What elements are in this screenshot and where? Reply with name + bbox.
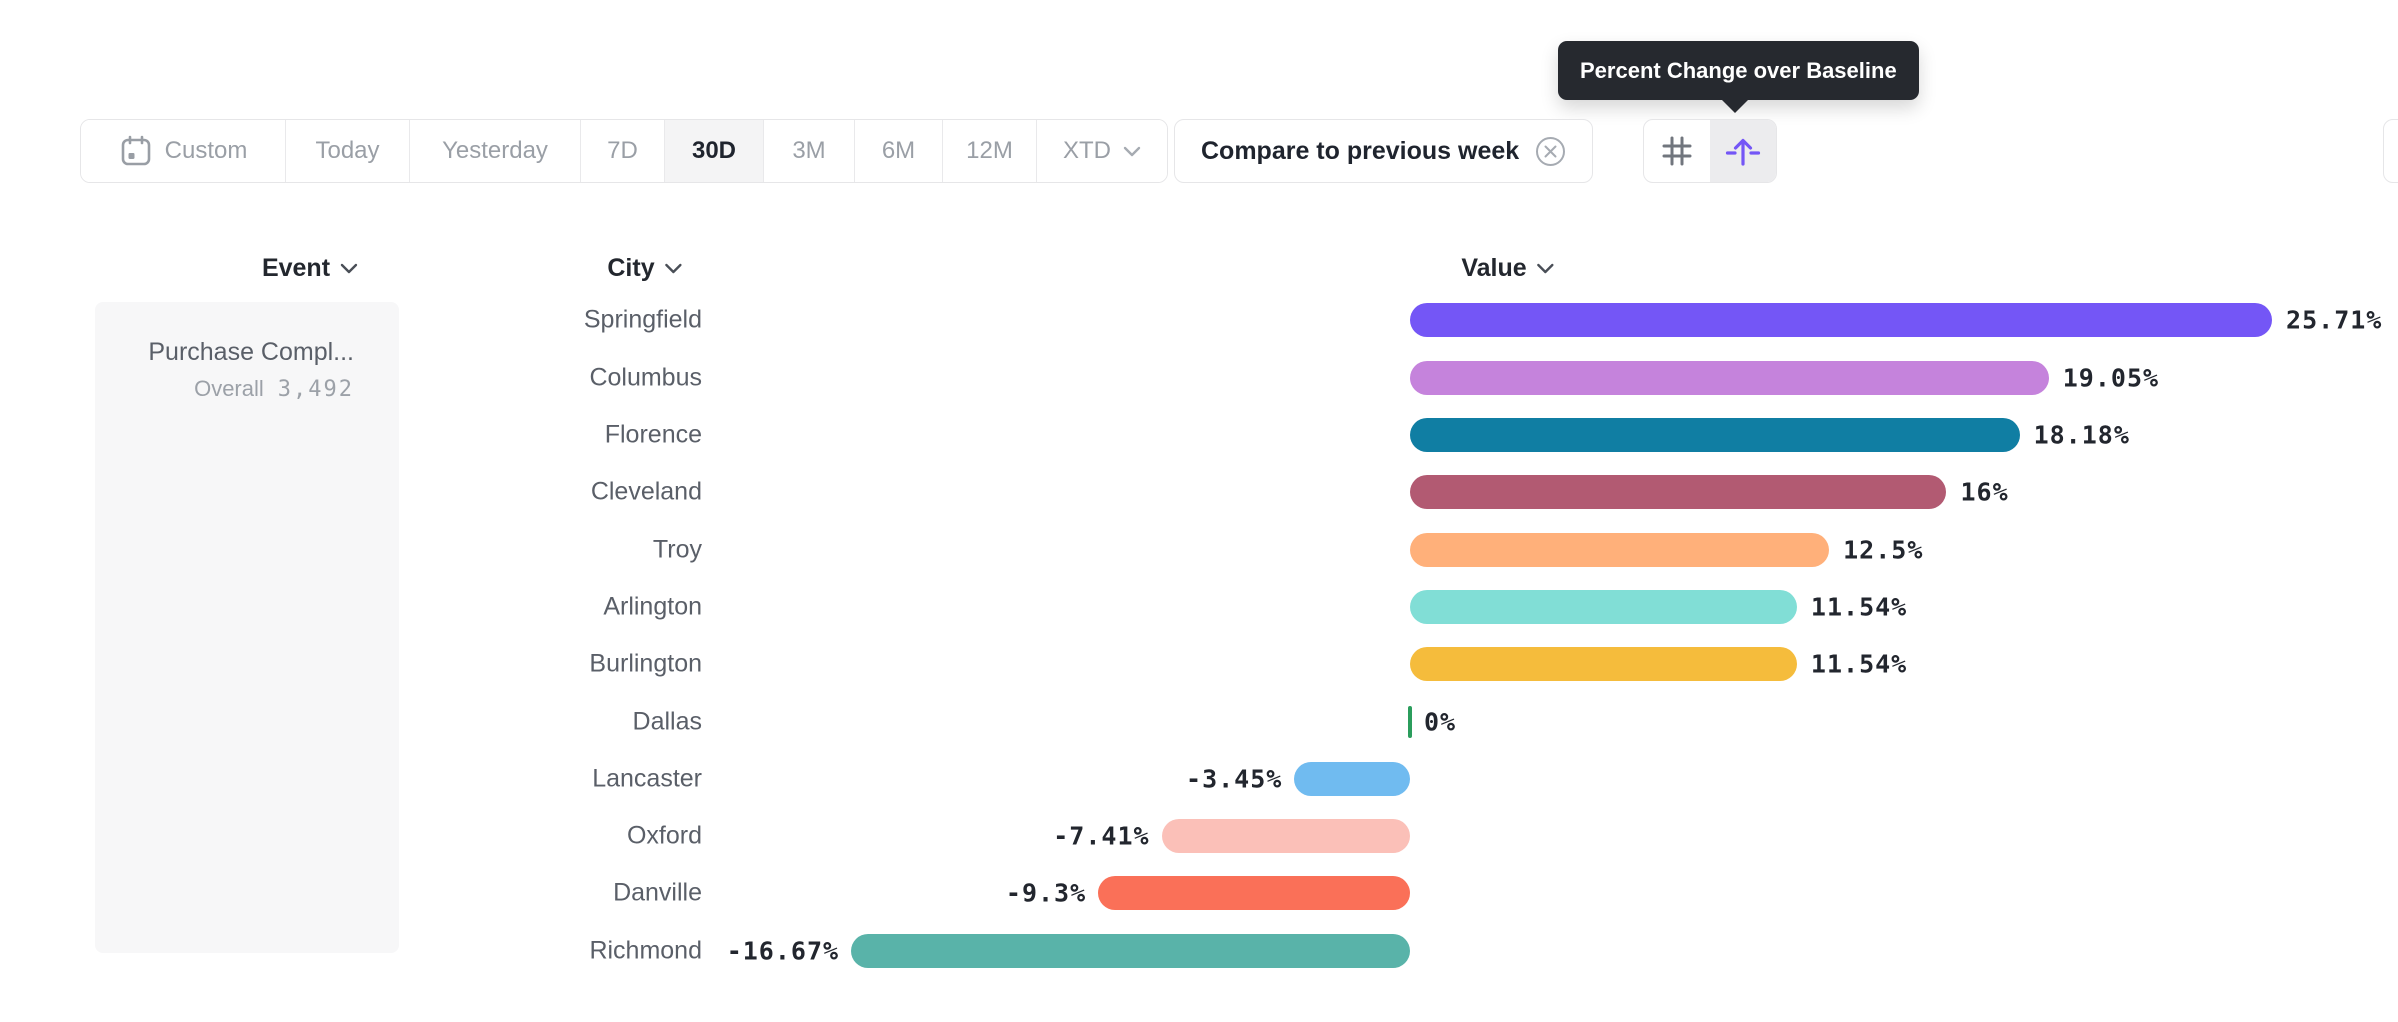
date-range-xtd-label: XTD [1063, 137, 1111, 164]
tooltip-text: Percent Change over Baseline [1580, 58, 1897, 83]
chevron-down-icon [340, 263, 358, 273]
circle-x-icon[interactable] [1535, 136, 1566, 167]
date-range-7d-button[interactable]: 7D [581, 120, 665, 182]
value-label: 25.71% [2286, 305, 2383, 335]
bar-row: Oxford -7.41% [0, 808, 2398, 865]
city-label: Columbus [589, 363, 702, 392]
date-range-30d-button[interactable]: 30D [665, 120, 764, 182]
date-range-xtd-button[interactable]: XTD [1037, 120, 1167, 182]
city-label: Burlington [589, 649, 702, 678]
date-range-6m-label: 6M [881, 137, 916, 164]
value-bar[interactable] [1410, 303, 2273, 338]
overall-label: Overall [194, 376, 264, 401]
date-range-toolbar: Custom Today Yesterday 7D 30D 3M 6M 12M XTD [80, 119, 1168, 183]
event-overall: Overall 3,492 [194, 376, 354, 402]
arrow-up-baseline-icon [1725, 138, 1761, 166]
date-range-today-button[interactable]: Today [286, 120, 410, 182]
city-label: Arlington [603, 592, 702, 621]
value-bar[interactable] [1410, 418, 2020, 453]
city-label: Troy [652, 535, 702, 564]
bar-row: Lancaster -3.45% [0, 750, 2398, 807]
tooltip-pointer [1721, 99, 1749, 113]
edge-partial-button[interactable] [2383, 119, 2398, 183]
bar-row: Danville -9.3% [0, 865, 2398, 922]
city-label: Dallas [632, 707, 702, 736]
tooltip-percent-change: Percent Change over Baseline [1558, 41, 1919, 113]
city-label: Cleveland [590, 477, 702, 506]
view-toggle-group [1643, 119, 1777, 183]
grid-view-button[interactable] [1644, 120, 1710, 182]
event-panel[interactable]: Purchase Compl... Overall 3,492 [95, 302, 399, 953]
city-label: Richmond [589, 936, 702, 965]
date-range-custom-button[interactable]: Custom [81, 120, 286, 182]
city-label: Lancaster [592, 764, 702, 793]
value-label: -16.67% [726, 936, 840, 966]
city-label: Danville [613, 878, 702, 907]
value-label: 12.5% [1843, 535, 1924, 565]
event-name: Purchase Compl... [148, 338, 354, 366]
date-range-12m-button[interactable]: 12M [943, 120, 1037, 182]
compare-chip[interactable]: Compare to previous week [1174, 119, 1594, 183]
date-range-6m-button[interactable]: 6M [855, 120, 943, 182]
value-label: 0% [1424, 707, 1457, 737]
value-label: 11.54% [1810, 592, 1908, 622]
chevron-down-icon [665, 263, 682, 273]
chevron-down-icon [1537, 263, 1554, 273]
date-range-7d-label: 7D [607, 137, 638, 164]
grid-icon [1662, 136, 1692, 166]
bar-row: Springfield 25.71% [0, 292, 2398, 349]
calendar-icon [121, 135, 150, 166]
value-label: -9.3% [1005, 878, 1087, 908]
column-header-value-label: Value [1461, 253, 1527, 282]
bar-row: Columbus 19.05% [0, 349, 2398, 406]
value-bar[interactable] [1410, 360, 2049, 395]
value-label: 18.18% [2033, 420, 2130, 450]
value-label: -7.41% [1053, 821, 1150, 851]
city-label: Springfield [583, 305, 702, 334]
value-bar[interactable] [1410, 647, 1797, 682]
baseline-view-button[interactable] [1710, 120, 1776, 182]
column-header-event[interactable]: Event [262, 253, 358, 283]
bar-row: Richmond -16.67% [0, 922, 2398, 979]
value-bar[interactable] [1410, 589, 1797, 624]
value-bar[interactable] [1410, 475, 1947, 510]
date-range-yesterday-button[interactable]: Yesterday [410, 120, 581, 182]
value-label: 11.54% [1810, 649, 1908, 679]
column-header-city-label: City [607, 253, 655, 282]
value-bar[interactable] [1098, 876, 1410, 911]
value-bar[interactable] [1410, 532, 1830, 567]
column-header-event-label: Event [261, 253, 331, 282]
date-range-today-label: Today [315, 137, 380, 164]
date-range-3m-label: 3M [792, 137, 826, 164]
date-range-custom-label: Custom [164, 137, 248, 164]
bar-row: Dallas 0% [0, 693, 2398, 750]
date-range-yesterday-label: Yesterday [442, 137, 548, 164]
column-header-value[interactable]: Value [1461, 253, 1554, 283]
bar-row: Burlington 11.54% [0, 636, 2398, 693]
value-label: -3.45% [1186, 764, 1283, 794]
bar-row: Arlington 11.54% [0, 578, 2398, 635]
chevron-down-icon [1123, 146, 1141, 156]
value-label: 16% [1960, 477, 2009, 507]
date-range-30d-label: 30D [691, 137, 737, 164]
bar-row: Florence 18.18% [0, 406, 2398, 463]
value-bar[interactable] [851, 933, 1410, 968]
bar-row: Troy 12.5% [0, 521, 2398, 578]
date-range-3m-button[interactable]: 3M [764, 120, 855, 182]
city-label: Oxford [626, 821, 702, 850]
value-bar[interactable] [1294, 761, 1410, 796]
city-label: Florence [604, 420, 702, 449]
date-range-12m-label: 12M [966, 137, 1013, 164]
value-bar[interactable] [1161, 819, 1410, 854]
value-bar[interactable] [1408, 705, 1412, 738]
bar-row: Cleveland 16% [0, 464, 2398, 521]
overall-value: 3,492 [277, 377, 354, 402]
value-label: 19.05% [2062, 363, 2160, 393]
compare-chip-label: Compare to previous week [1201, 136, 1520, 165]
column-header-city[interactable]: City [607, 253, 682, 283]
